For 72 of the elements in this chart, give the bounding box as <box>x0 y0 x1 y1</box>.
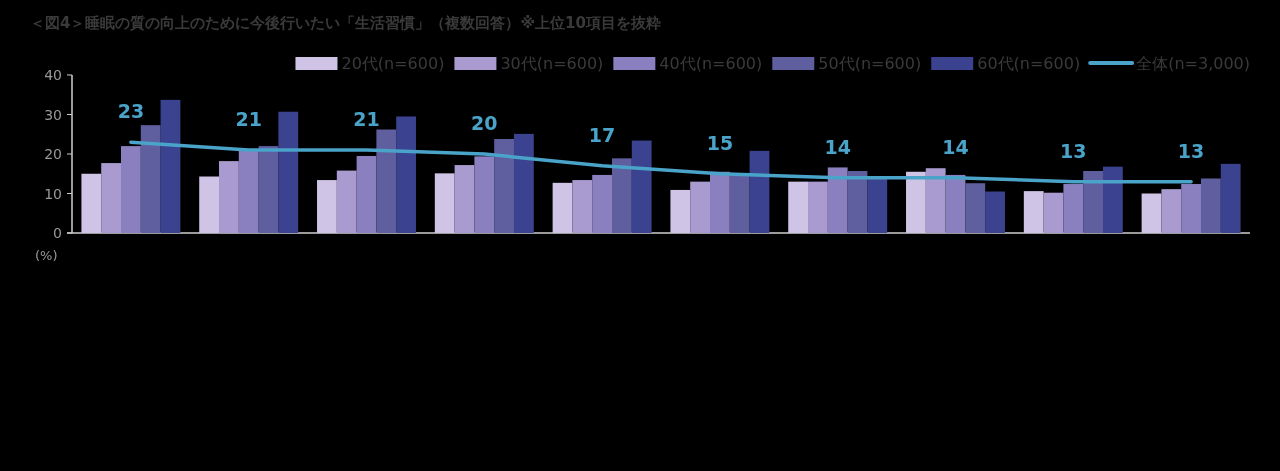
bar <box>1141 193 1162 233</box>
y-axis-title: (%) <box>35 248 58 263</box>
y-tick-label: 10 <box>44 185 62 202</box>
bar <box>749 150 770 233</box>
data-label: 23 <box>117 100 145 123</box>
data-label: 13 <box>1060 139 1087 162</box>
bar <box>690 181 710 233</box>
bar <box>925 168 946 233</box>
bar <box>612 158 632 233</box>
bar <box>631 140 652 233</box>
legend-label: 20代(n=600) <box>341 54 445 73</box>
bar <box>1161 189 1182 233</box>
bar <box>356 155 377 233</box>
bar <box>985 191 1005 233</box>
bar <box>788 181 809 233</box>
data-label: 17 <box>588 123 616 146</box>
bar <box>808 181 828 233</box>
bar <box>670 189 691 233</box>
data-label: 13 <box>1177 139 1205 162</box>
bar <box>867 178 888 233</box>
bar <box>1083 170 1103 233</box>
bar <box>965 183 986 233</box>
legend-label: 50代(n=600) <box>818 54 922 73</box>
bar <box>1063 184 1084 233</box>
bar <box>219 161 239 233</box>
bar <box>160 99 181 233</box>
bar <box>199 176 220 233</box>
bar <box>572 180 593 233</box>
legend-label: 30代(n=600) <box>500 54 604 73</box>
bar <box>945 174 966 233</box>
data-label: 14 <box>824 135 851 158</box>
bar <box>1043 192 1064 233</box>
bar <box>552 182 573 233</box>
y-tick-label: 20 <box>44 146 62 162</box>
bar <box>1220 163 1241 233</box>
bar <box>238 150 259 233</box>
data-label: 15 <box>706 131 734 154</box>
y-tick-label: 0 <box>53 225 62 241</box>
bar <box>729 173 750 233</box>
bar <box>396 116 416 233</box>
bar <box>140 125 161 233</box>
data-label: 21 <box>353 108 380 131</box>
bar <box>278 111 299 233</box>
bar <box>513 133 534 233</box>
bar <box>434 173 455 233</box>
bar <box>592 174 612 233</box>
legend-label: 全体(n=3,000) <box>1136 54 1250 73</box>
bar <box>1023 191 1044 233</box>
legend-label: 60代(n=600) <box>977 54 1081 73</box>
bar <box>474 156 495 233</box>
bar <box>827 167 848 233</box>
legend-label: 40代(n=600) <box>659 54 763 73</box>
bar <box>121 146 141 233</box>
data-label: 21 <box>235 108 262 131</box>
bar <box>494 138 514 233</box>
bar <box>376 129 397 233</box>
bar <box>1181 184 1201 233</box>
bar <box>847 170 868 233</box>
bar <box>81 173 102 233</box>
bar <box>101 163 121 233</box>
data-label: 20 <box>471 112 498 134</box>
bar <box>336 170 357 233</box>
bar <box>1102 166 1123 233</box>
bar <box>258 146 279 233</box>
bar <box>317 180 337 233</box>
bar <box>454 165 475 233</box>
bar <box>1201 178 1221 233</box>
chart-title: ＜図4＞睡眠の質の向上のために今後行いたい「生活習慣」（複数回答）※上位10項目を抜粋 <box>30 14 661 32</box>
y-tick-label: 40 <box>44 67 62 83</box>
bar <box>906 171 926 233</box>
y-tick-label: 30 <box>44 106 62 123</box>
data-label: 14 <box>942 135 969 158</box>
